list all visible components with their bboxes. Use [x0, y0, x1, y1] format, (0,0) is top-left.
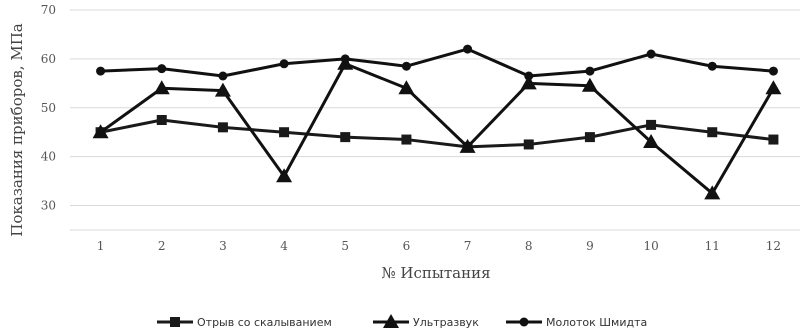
series-circle	[96, 44, 778, 81]
series-line	[99, 62, 775, 195]
data-point	[157, 64, 167, 74]
data-point	[153, 80, 170, 95]
x-tick-label: 4	[280, 239, 288, 253]
data-point	[585, 66, 595, 76]
series-lines	[92, 44, 782, 200]
x-tick-label: 3	[219, 239, 227, 253]
data-point	[707, 127, 718, 138]
data-point	[584, 132, 595, 143]
data-point	[459, 138, 476, 153]
y-axis-title: Показания приборов, МПа	[8, 23, 26, 236]
series-square	[95, 115, 779, 152]
data-point	[643, 134, 660, 148]
data-point	[218, 71, 228, 81]
data-point	[276, 168, 293, 183]
y-tick-label: 50	[41, 101, 56, 115]
legend-label: Ультразвук	[413, 316, 479, 329]
data-point	[214, 82, 231, 97]
data-point	[340, 54, 350, 64]
y-tick-label: 30	[41, 199, 56, 213]
y-axis-ticks: 30 40 50 60 70	[41, 3, 56, 213]
data-point	[707, 61, 717, 71]
legend-label: Молоток Шмидта	[546, 316, 647, 329]
data-point	[156, 115, 167, 125]
x-tick-label: 12	[766, 239, 781, 253]
x-tick-label: 11	[705, 239, 720, 253]
x-tick-label: 1	[97, 239, 105, 253]
data-point	[646, 49, 656, 59]
x-tick-label: 7	[464, 239, 472, 253]
data-point	[581, 77, 598, 92]
data-point	[92, 124, 109, 139]
legend-marker	[383, 314, 399, 328]
data-point	[401, 134, 412, 145]
series-line	[100, 47, 774, 78]
y-tick-label: 70	[41, 3, 56, 17]
series-triangle	[92, 55, 782, 200]
x-tick-label: 6	[403, 239, 411, 253]
data-point	[765, 80, 782, 95]
gridlines	[70, 9, 800, 231]
x-tick-label: 9	[586, 239, 594, 253]
legend-item: Молоток Шмидта	[506, 316, 647, 329]
legend-marker	[519, 317, 529, 327]
x-axis-ticks: 1 2 3 4 5 6 7 8 9 10 11 12	[97, 239, 781, 253]
data-point	[96, 66, 106, 76]
data-point	[398, 80, 415, 95]
x-axis-title: № Испытания	[381, 264, 490, 282]
data-point	[401, 61, 411, 71]
data-point	[279, 59, 289, 69]
data-point	[217, 122, 228, 133]
data-point	[279, 127, 290, 138]
data-point	[520, 75, 537, 90]
x-tick-label: 2	[158, 239, 166, 253]
x-tick-label: 8	[525, 239, 533, 253]
x-tick-label: 10	[643, 239, 658, 253]
x-tick-label: 5	[341, 239, 349, 253]
data-point	[768, 134, 779, 145]
data-point	[340, 132, 351, 143]
data-point	[704, 185, 721, 200]
data-point	[523, 139, 534, 150]
legend-item: Отрыв со скалыванием	[157, 316, 332, 329]
legend: Отрыв со скалыванием Ультразвук Молоток Шм…	[157, 314, 647, 329]
y-tick-label: 60	[41, 52, 56, 66]
legend-item: Ультразвук	[373, 314, 479, 329]
legend-marker	[170, 317, 180, 327]
legend-label: Отрыв со скалыванием	[197, 316, 332, 329]
y-tick-label: 40	[41, 150, 56, 164]
data-point	[646, 119, 657, 130]
series-line	[100, 118, 774, 149]
data-point	[524, 71, 534, 81]
data-point	[463, 44, 473, 54]
data-point	[768, 66, 778, 76]
